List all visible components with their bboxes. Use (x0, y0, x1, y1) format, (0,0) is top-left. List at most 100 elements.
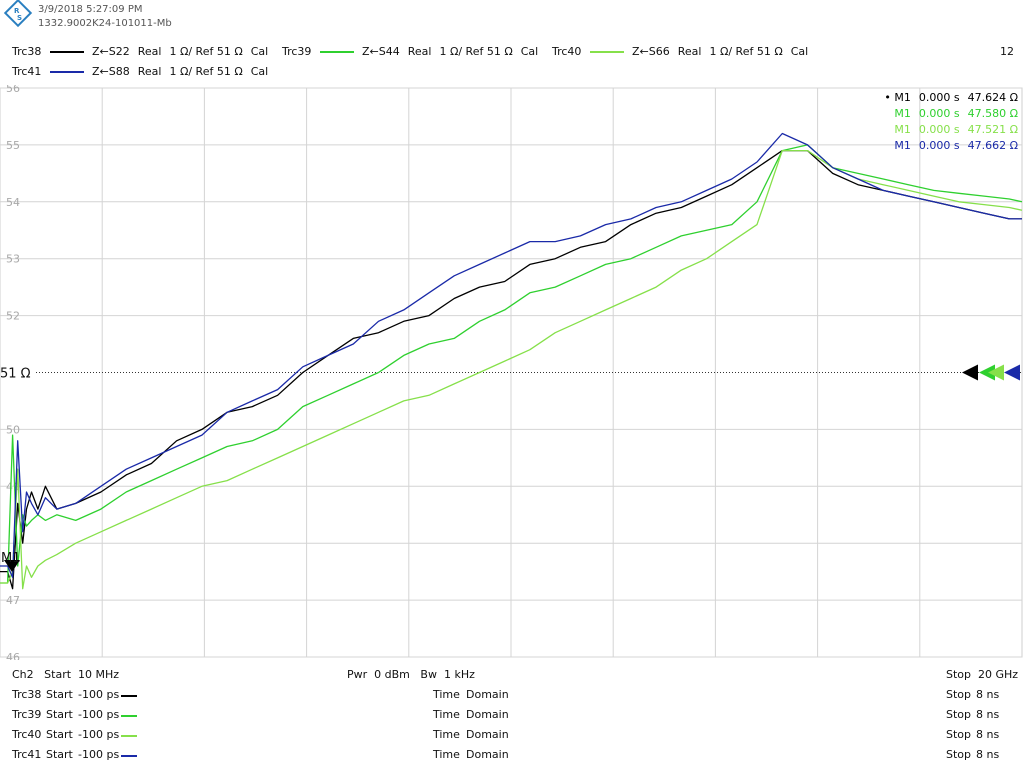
y-tick-label: 46 (6, 651, 20, 660)
footer-trace-name: Trc40 (12, 728, 42, 741)
svg-text:R: R (14, 7, 20, 15)
reference-arrow-trc39 (979, 364, 995, 381)
legend-trace-name: Trc38 (12, 45, 42, 58)
legend-param: Z←S22 (92, 45, 130, 58)
marker-readout-row: M1 0.000 s 47.521 Ω (894, 123, 1018, 136)
timestamp: 3/9/2018 5:27:09 PM (38, 4, 143, 15)
stop-value: 20 GHz (978, 668, 1019, 681)
svg-text:S: S (17, 14, 22, 22)
reference-arrow-trc40 (988, 364, 1004, 381)
reference-arrow-trc41 (1004, 364, 1020, 381)
footer-domain-label: Time (433, 748, 460, 761)
marker-label: M1 (1, 551, 21, 566)
footer-domain-label: Time (433, 728, 460, 741)
footer-start-value: -100 ps (78, 748, 120, 761)
footer-stop-label: Stop (946, 688, 972, 701)
footer-domain-value: Domain (466, 728, 509, 741)
series-line-trc41 (0, 132, 1022, 578)
footer-domain-label: Time (433, 708, 460, 721)
legend-format: Real (137, 45, 162, 58)
footer-trace-swatch (121, 755, 137, 757)
legend-trace-name: Trc40 (552, 45, 582, 58)
legend-cal: Cal (520, 45, 539, 58)
footer-stop-row: Stop 20 GHz (946, 668, 1018, 681)
stop-label: Stop (946, 668, 972, 681)
footer-stop-label: Stop (946, 708, 972, 721)
footer-stop-value: 8 ns (976, 748, 1000, 761)
footer-start-value: -100 ps (78, 688, 120, 701)
footer-trace-name: Trc38 (12, 688, 42, 701)
legend-swatch (50, 51, 84, 53)
footer-trace-swatch (121, 695, 137, 697)
y-tick-label: 56 (6, 85, 20, 95)
reference-arrow-trc38 (962, 364, 978, 381)
footer-start-label: Start (46, 688, 73, 701)
marker-time: 0.000 s (918, 123, 960, 136)
legend-trace-name: Trc39 (282, 45, 312, 58)
legend-item-trc41[interactable]: Trc41 Z←S88 Real 1 Ω/ Ref 51 Ω Cal (12, 65, 268, 78)
footer-domain-label: Time (433, 688, 460, 701)
legend-item-trc39[interactable]: Trc39 Z←S44 Real 1 Ω/ Ref 51 Ω Cal (282, 45, 538, 58)
legend-format: Real (677, 45, 702, 58)
marker-time: 0.000 s (918, 107, 960, 120)
channel-count: 12 (1000, 45, 1014, 58)
legend-scale: 1 Ω/ Ref 51 Ω (439, 45, 513, 58)
footer-domain-value: Domain (466, 688, 509, 701)
marker-triangle (4, 559, 20, 572)
marker-time: 0.000 s (918, 91, 960, 104)
y-tick-label: 50 (6, 423, 20, 436)
footer-start-value: -100 ps (78, 728, 120, 741)
footer-trace-swatch (121, 715, 137, 717)
start-label: Start (44, 668, 72, 681)
marker-readout-row: M1 0.000 s 47.580 Ω (894, 107, 1018, 120)
legend-scale: 1 Ω/ Ref 51 Ω (169, 65, 243, 78)
series-line-trc38 (0, 149, 1022, 590)
footer-power-row: Pwr 0 dBm Bw 1 kHz (347, 668, 475, 681)
channel-label: Ch2 (12, 668, 34, 681)
legend-swatch (320, 51, 354, 53)
y-tick-label: 52 (6, 310, 20, 323)
legend-cal: Cal (250, 45, 269, 58)
marker-time: 0.000 s (918, 139, 960, 152)
legend-cal: Cal (790, 45, 809, 58)
device-id: 1332.9002K24-101011-Mb (38, 18, 172, 29)
footer-start-value: -100 ps (78, 708, 120, 721)
footer-stop-label: Stop (946, 728, 972, 741)
footer-domain-value: Domain (466, 708, 509, 721)
bandwidth-value: 1 kHz (443, 668, 475, 681)
rohde-schwarz-logo-icon: R S (3, 0, 33, 28)
legend-param: Z←S88 (92, 65, 130, 78)
marker-value: 47.624 Ω (967, 91, 1018, 104)
footer-trace-name: Trc39 (12, 708, 42, 721)
legend-scale: 1 Ω/ Ref 51 Ω (169, 45, 243, 58)
legend-scale: 1 Ω/ Ref 51 Ω (709, 45, 783, 58)
marker-readout-row: M1 0.000 s 47.662 Ω (894, 139, 1018, 152)
power-value: 0 dBm (374, 668, 410, 681)
y-tick-label: 53 (6, 253, 20, 266)
marker-value: 47.580 Ω (967, 107, 1018, 120)
legend-swatch (50, 71, 84, 73)
footer-stop-value: 8 ns (976, 688, 1000, 701)
legend-param: Z←S66 (632, 45, 670, 58)
footer-start-label: Start (46, 708, 73, 721)
marker-readout-row: • M1 0.000 s 47.624 Ω (884, 91, 1018, 104)
marker-name: M1 (894, 139, 911, 152)
marker-name: M1 (894, 123, 911, 136)
footer-start-label: Start (46, 728, 73, 741)
legend-param: Z←S44 (362, 45, 400, 58)
legend-swatch (590, 51, 624, 53)
marker-value: 47.662 Ω (967, 139, 1018, 152)
reference-label: 51 Ω (0, 367, 31, 382)
legend-item-trc40[interactable]: Trc40 Z←S66 Real 1 Ω/ Ref 51 Ω Cal (552, 45, 808, 58)
bandwidth-label: Bw (420, 668, 437, 681)
marker-name: M1 (894, 107, 911, 120)
legend-item-trc38[interactable]: Trc38 Z←S22 Real 1 Ω/ Ref 51 Ω Cal (12, 45, 268, 58)
footer-domain-value: Domain (466, 748, 509, 761)
footer-channel-row: Ch2 Start 10 MHz (12, 668, 119, 681)
footer-stop-value: 8 ns (976, 708, 1000, 721)
marker-name: • M1 (884, 91, 911, 104)
legend-format: Real (407, 45, 432, 58)
footer-stop-value: 8 ns (976, 728, 1000, 741)
marker-value: 47.521 Ω (967, 123, 1018, 136)
